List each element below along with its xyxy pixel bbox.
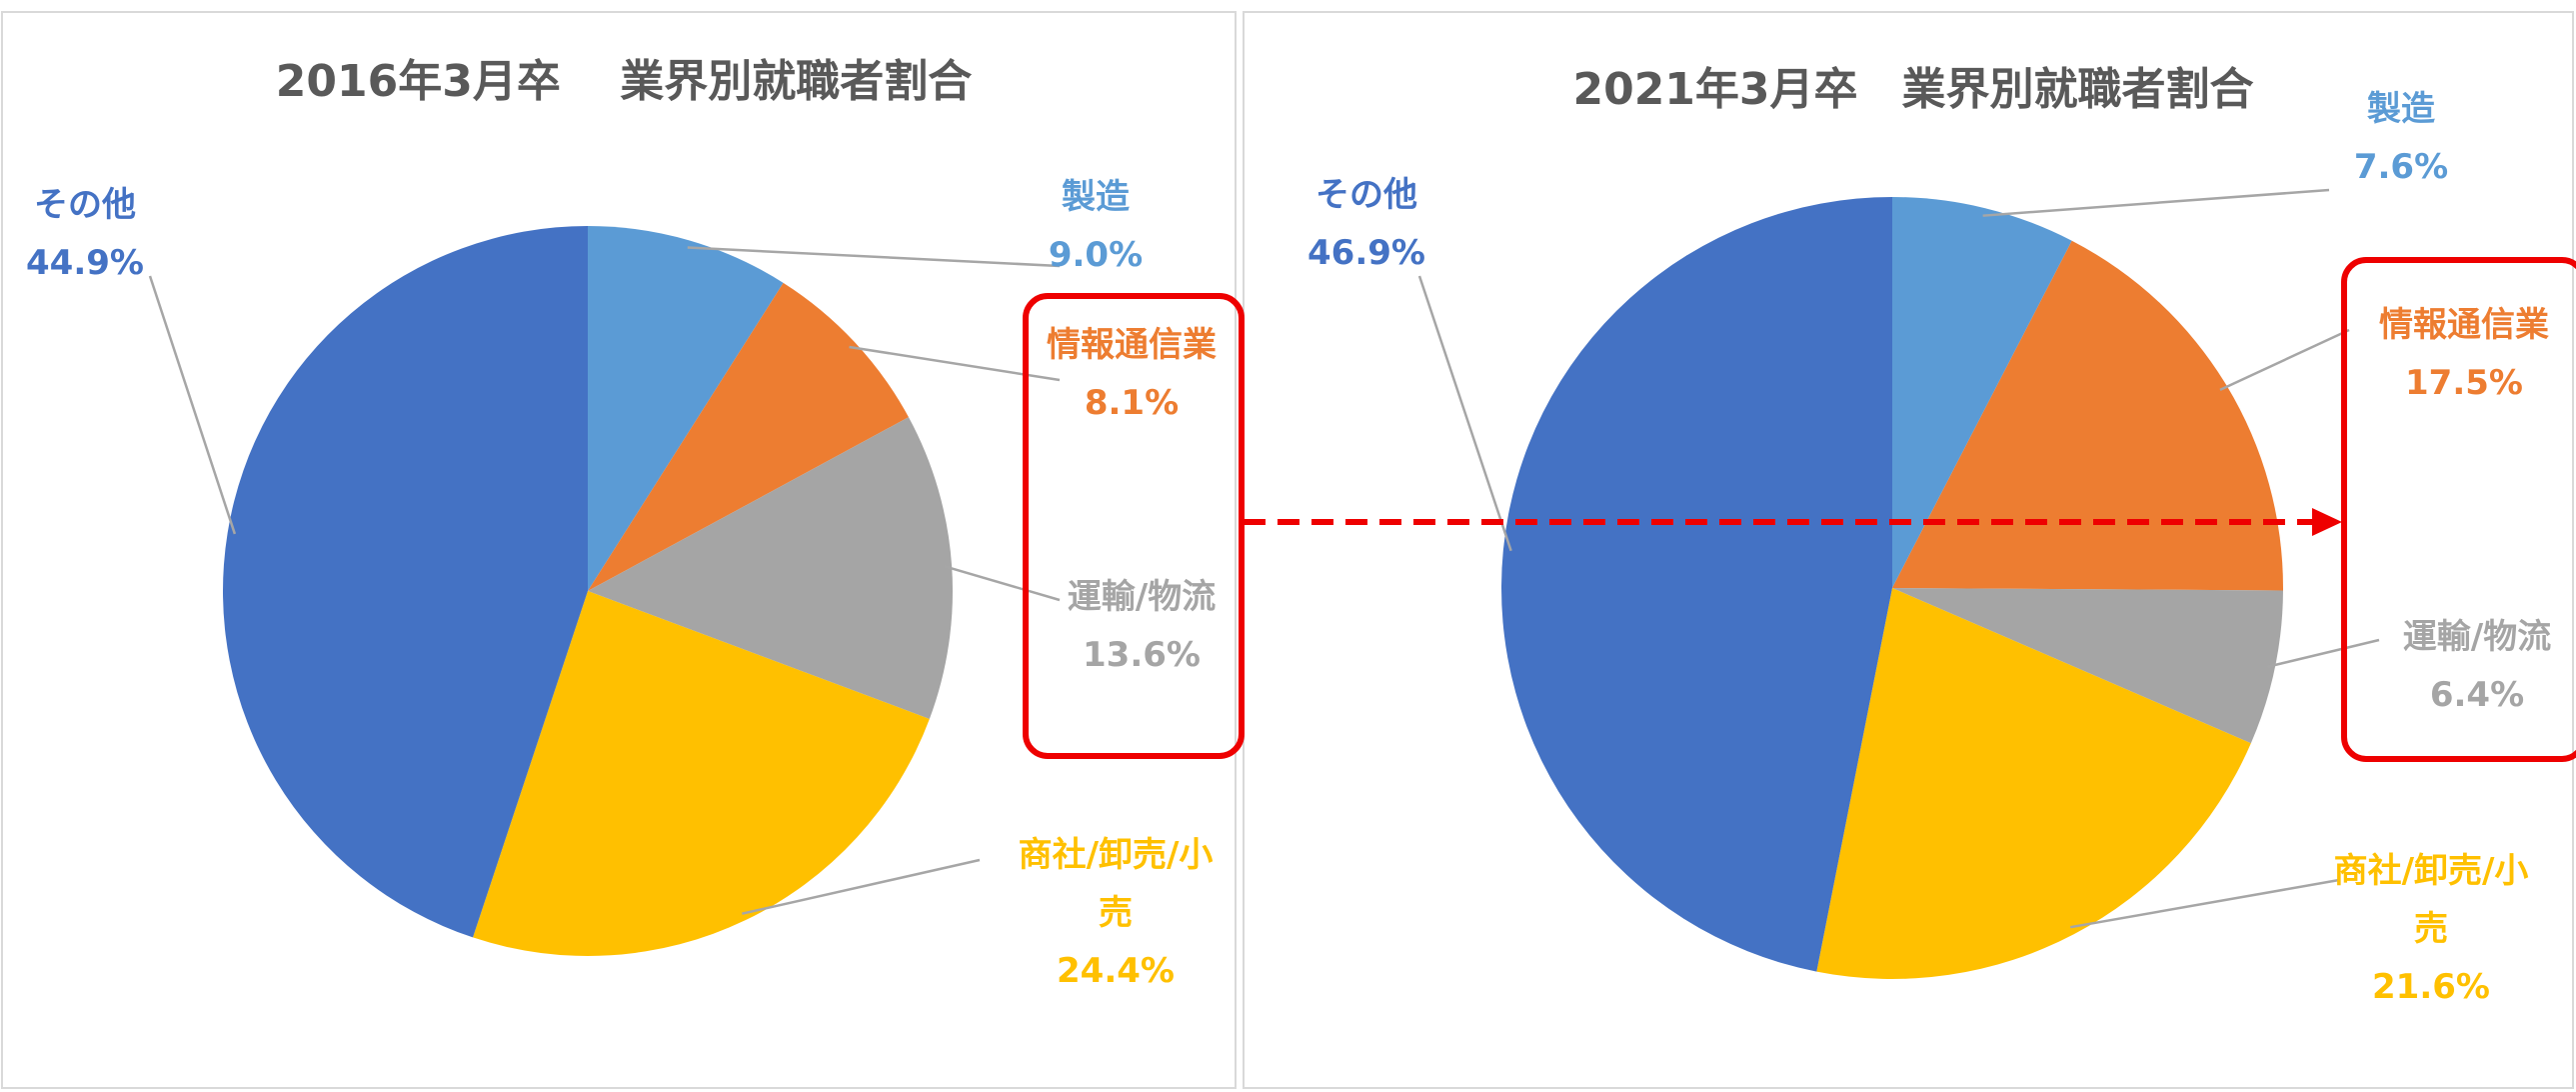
value-label: 24.4% <box>1057 951 1175 991</box>
value-label: 9.0% <box>1048 235 1144 275</box>
leader-line <box>687 246 1061 268</box>
highlight-box <box>1023 293 1245 759</box>
value-label: 6.4% <box>2429 675 2525 715</box>
leader-line <box>2070 878 2340 929</box>
data-label: 運輸/物流 13.6% <box>1068 568 1216 684</box>
data-label: 製造 7.6% <box>2354 80 2448 196</box>
pie-slice <box>588 226 784 591</box>
leader-line <box>148 275 237 535</box>
data-label: 製造 9.0% <box>1049 168 1143 284</box>
value-label: 8.1% <box>1084 383 1180 423</box>
pie-slice <box>1892 588 2283 744</box>
value-label: 46.9% <box>1307 233 1425 273</box>
pie-slice <box>1816 588 2251 979</box>
data-label: その他 44.9% <box>26 176 144 292</box>
pie-slice <box>1892 240 2283 591</box>
panel-frame <box>1 11 1237 1089</box>
value-label: 44.9% <box>26 243 144 283</box>
pie-slice <box>588 417 953 719</box>
data-label: 情報通信業 8.1% <box>1047 316 1217 432</box>
pie-slice <box>222 226 588 938</box>
arrow-head <box>2312 508 2342 536</box>
leader-line <box>2219 328 2350 391</box>
value-label: 7.6% <box>2353 147 2449 187</box>
chart-title: 2016年3月卒 業界別就職者割合 <box>275 56 973 107</box>
leader-line <box>1417 275 1512 552</box>
pie-slice <box>588 282 909 591</box>
data-label: 運輸/物流 6.4% <box>2403 608 2551 724</box>
data-label: 情報通信業 17.5% <box>2379 296 2549 412</box>
data-label: 商社/卸売/小売 21.6% <box>2331 842 2531 1016</box>
value-label: 21.6% <box>2372 967 2490 1007</box>
chart-title: 2021年3月卒 業界別就職者割合 <box>1572 64 2254 115</box>
leader-line <box>742 858 981 915</box>
data-label: 商社/卸売/小売 24.4% <box>1003 826 1229 1000</box>
value-label: 17.5% <box>2405 363 2523 403</box>
data-label: その他 46.9% <box>1307 166 1425 282</box>
pie-slice <box>473 591 930 956</box>
leader-line <box>2266 638 2380 669</box>
highlight-box <box>2341 257 2576 762</box>
leader-line <box>1982 188 2330 217</box>
value-label: 13.6% <box>1083 635 1201 675</box>
leader-line <box>944 565 1061 602</box>
pie-slice <box>1501 197 1892 972</box>
pie-slice <box>1892 197 2072 588</box>
